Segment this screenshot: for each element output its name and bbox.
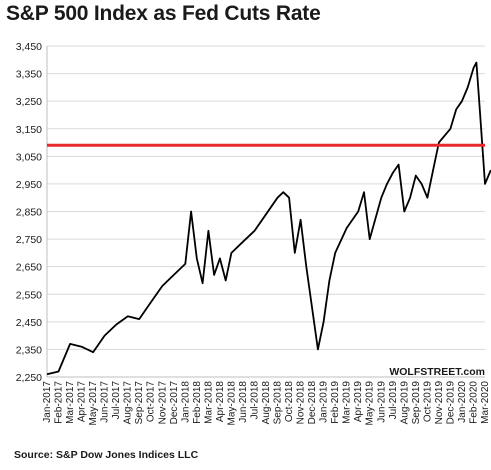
x-tick-label: Apr-2018 (215, 381, 226, 423)
x-tick-label: Jun-2018 (238, 381, 249, 423)
y-tick-label: 2,750 (16, 234, 42, 246)
x-tick-label: Nov-2019 (434, 381, 445, 425)
x-tick-label: Aug-2017 (123, 381, 134, 425)
x-tick-label: Sep-2018 (273, 381, 284, 425)
x-tick-label: Feb-2019 (330, 381, 341, 424)
y-tick-label: 2,550 (16, 289, 42, 301)
x-tick-label: Nov-2018 (296, 381, 307, 425)
x-tick-label: Jun-2019 (376, 381, 387, 423)
x-tick-label: Feb-2020 (468, 381, 479, 424)
x-tick-label: Dec-2017 (169, 381, 180, 425)
x-tick-label: Jan-2019 (319, 381, 330, 423)
x-axis: Jan-2017 Feb-2017 Mar-2017 Apr-2017 May-2017… (42, 376, 491, 426)
x-tick-label: Oct-2019 (422, 381, 433, 423)
x-tick-label: Apr-2019 (353, 381, 364, 423)
y-tick-label: 3,050 (16, 151, 42, 163)
x-tick-label: Mar-2017 (65, 381, 76, 424)
x-tick-label: May-2018 (226, 381, 237, 426)
y-tick-label: 3,450 (16, 41, 42, 53)
y-tick-label: 2,350 (16, 344, 42, 356)
x-tick-label: Nov-2017 (157, 381, 168, 425)
x-tick-label: Jul-2019 (388, 381, 399, 420)
x-tick-label: Mar-2019 (342, 381, 353, 424)
x-tick-label: Jan-2020 (457, 381, 468, 423)
x-tick-label: Jan-2017 (42, 381, 53, 423)
watermark: WOLFSTREET.com (389, 366, 485, 378)
source-note: Source: S&P Dow Jones Indices LLC (14, 449, 199, 461)
y-tick-label: 2,650 (16, 262, 42, 274)
x-tick-label: Feb-2018 (192, 381, 203, 424)
x-tick-label: Jul-2017 (111, 381, 122, 420)
series-layer (46, 61, 491, 376)
x-tick-label: Oct-2017 (146, 381, 157, 423)
x-tick-label: Aug-2018 (261, 381, 272, 425)
y-axis: 3,450 3,350 3,250 3,150 3,050 2,950 2,850 2,750… (16, 41, 48, 384)
y-tick-label: 3,350 (16, 69, 42, 81)
x-tick-label: Jul-2018 (249, 381, 260, 420)
x-tick-label: Dec-2019 (445, 381, 456, 425)
x-tick-label: Feb-2017 (54, 381, 65, 424)
x-tick-label: Aug-2019 (399, 381, 410, 425)
x-tick-label: Dec-2018 (307, 381, 318, 425)
y-tick-label: 2,950 (16, 179, 42, 191)
x-tick-label: Apr-2017 (77, 381, 88, 423)
y-tick-label: 2,250 (16, 372, 42, 384)
x-tick-label: Jun-2017 (100, 381, 111, 423)
chart-title: S&P 500 Index as Fed Cuts Rate (6, 2, 321, 25)
y-tick-label: 3,150 (16, 124, 42, 136)
x-tick-label: May-2019 (365, 381, 376, 426)
x-tick-label: Jan-2018 (180, 381, 191, 423)
x-tick-label: Sep-2017 (134, 381, 145, 425)
y-tick-label: 2,850 (16, 207, 42, 219)
y-tick-label: 3,250 (16, 96, 42, 108)
y-tick-label: 2,450 (16, 317, 42, 329)
x-tick-label: Oct-2018 (284, 381, 295, 423)
x-tick-label: Mar-2018 (203, 381, 214, 424)
sp500-series-line (46, 61, 491, 376)
x-tick-label: May-2017 (88, 381, 99, 426)
x-tick-label: Sep-2019 (411, 381, 422, 425)
x-tick-label: Mar-2020 (480, 381, 491, 424)
